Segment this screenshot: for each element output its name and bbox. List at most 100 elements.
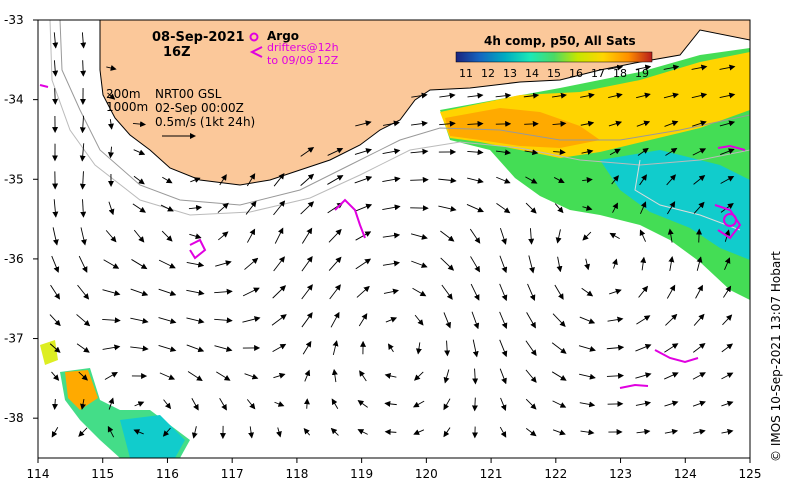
current-arrow [133,149,146,156]
current-arrow [51,426,59,438]
current-arrow [387,343,394,353]
current-arrow [385,317,398,323]
current-arrow [382,148,401,155]
current-arrow [355,120,372,127]
current-arrow [609,232,620,240]
current-arrow [528,228,535,245]
contour-1000m [49,20,750,216]
current-arrow [579,316,596,324]
current-arrow [667,228,674,243]
current-arrow [499,227,507,245]
current-arrow [161,230,173,242]
current-arrow [664,400,679,407]
y-tick-label: -38 [4,411,24,425]
current-arrow [186,261,205,268]
current-arrow [443,312,451,329]
current-arrow [523,92,540,99]
current-arrow [552,120,567,127]
current-arrow [410,148,429,155]
current-arrow [273,200,286,216]
current-arrow [300,201,315,215]
current-arrow [580,92,595,99]
current-arrow [470,283,480,301]
current-arrow [467,177,484,184]
current-arrow [640,201,647,214]
current-arrow [302,340,312,355]
current-arrow [188,204,203,211]
current-arrow [553,177,565,184]
current-arrow [382,120,400,127]
current-arrow [133,175,145,185]
current-arrow [214,345,233,352]
y-tick-label: -36 [4,252,24,266]
credit-text: © IMOS 10-Sep-2021 13:07 Hobart [769,251,783,462]
current-arrow [359,370,367,382]
current-arrow [382,260,401,267]
colorbar-tick-label: 15 [547,67,561,80]
y-tick-label: -35 [4,172,24,186]
current-arrow [554,284,564,300]
current-arrow [105,230,117,243]
current-arrow [528,255,535,274]
product-date: 02-Sep 00:00Z [155,101,244,115]
current-arrow [272,285,287,299]
sst-patch-hot [445,108,600,148]
current-arrow [471,311,480,330]
current-arrow [384,400,397,407]
colorbar-tick-label: 16 [569,67,583,80]
current-arrow [720,148,735,156]
current-arrow [102,344,121,351]
current-arrow [721,400,734,407]
current-arrow [76,314,91,327]
colorbar-tick-label: 19 [635,67,649,80]
current-arrow [106,65,117,71]
x-tick-label: 120 [415,467,438,481]
drifter-track-5 [619,383,649,389]
plot-area [39,20,750,458]
current-arrow [470,256,480,273]
x-tick-label: 121 [480,467,503,481]
current-arrow [331,368,338,383]
current-arrow [693,313,705,326]
current-arrow [382,176,401,183]
current-arrow [552,400,567,408]
current-arrow [108,397,115,410]
argo-float-marker [723,213,737,227]
current-arrow [410,233,428,240]
current-vectors [49,32,736,440]
current-arrow [584,258,591,271]
current-arrow [664,428,679,435]
drifter-track-1 [189,238,207,260]
current-arrow [49,343,61,353]
current-arrow [636,315,651,325]
current-arrow [133,429,144,435]
current-arrow [273,372,286,379]
current-arrow [355,231,372,241]
current-arrow [471,397,478,412]
current-arrow [551,92,567,99]
x-tick-label: 125 [739,467,762,481]
current-arrow [666,284,676,299]
current-arrow [219,174,227,186]
x-tick-label: 119 [350,467,373,481]
current-arrow [693,175,706,185]
current-arrow [635,344,652,352]
current-arrow [162,427,171,437]
current-arrow [692,342,706,353]
current-arrow [696,228,703,243]
current-arrow [525,428,537,437]
current-arrow [472,339,479,358]
y-tick-label: -37 [4,332,24,346]
current-arrow [696,256,703,271]
current-arrow [691,92,708,99]
sst-patch-west3 [65,370,98,410]
current-arrow [130,288,149,297]
current-arrow [189,233,202,240]
current-arrow [439,120,456,127]
current-arrow [52,199,59,218]
current-arrow [607,64,624,71]
current-arrow [466,204,484,213]
colorbar-tick-label: 13 [503,67,517,80]
current-arrow [411,260,428,268]
current-arrow [78,371,88,381]
